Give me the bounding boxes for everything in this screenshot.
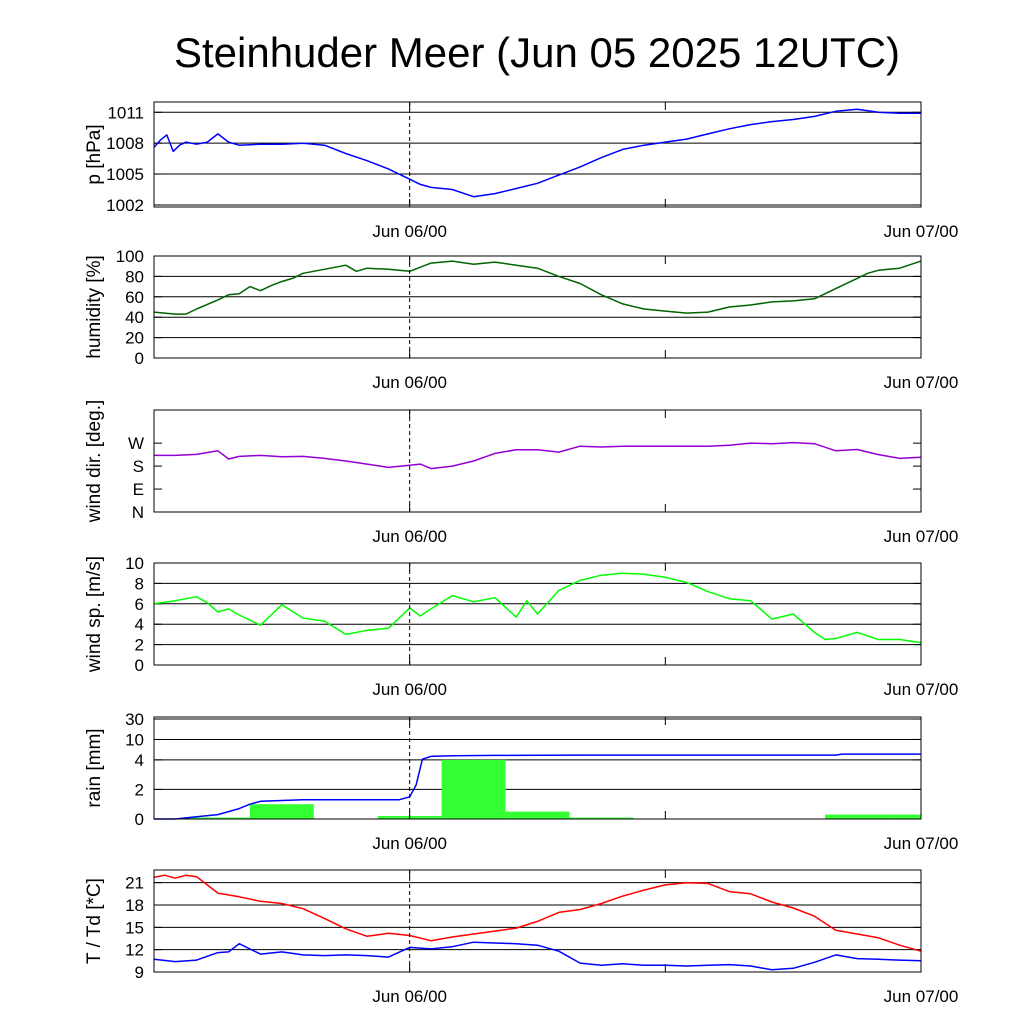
y-tick-label: 1011 <box>107 103 144 122</box>
x-tick-label: Jun 06/00 <box>372 222 447 241</box>
rain-bar <box>889 814 921 819</box>
y-tick-label: 40 <box>125 308 144 327</box>
y-tick-label: 18 <box>125 896 144 915</box>
y-tick-label: 21 <box>125 874 144 893</box>
temperature-series-line-1 <box>153 874 922 952</box>
chart-title: Steinhuder Meer (Jun 05 2025 12UTC) <box>174 29 900 76</box>
x-tick-label: Jun 07/00 <box>884 680 959 699</box>
wind-speed-series-line-1 <box>153 572 922 644</box>
y-tick-label: 8 <box>135 574 144 593</box>
x-tick-label: Jun 06/00 <box>372 680 447 699</box>
pressure-panel: 1002 1005 1008 1011 Jun 06/00 Jun 07/00 p [hPa… <box>84 101 959 241</box>
x-tick-label: Jun 07/00 <box>884 222 959 241</box>
plot-frame <box>153 869 922 973</box>
x-tick-label: Jun 07/00 <box>884 834 959 853</box>
y-tick-label: N <box>132 503 144 522</box>
rain-series-line-1 <box>154 753 921 820</box>
x-tick-label: Jun 06/00 <box>372 987 447 1006</box>
plot-frame <box>153 101 922 208</box>
y-tick-label: 0 <box>135 810 144 829</box>
y-tick-label: 15 <box>125 918 144 937</box>
plot-frame <box>153 255 922 359</box>
y-tick-label: 0 <box>135 656 144 675</box>
y-tick-label: 20 <box>125 329 144 348</box>
y-tick-label: S <box>133 457 144 476</box>
y-tick-label: 9 <box>135 963 144 982</box>
y-tick-label: 60 <box>125 288 144 307</box>
x-tick-label: Jun 06/00 <box>372 834 447 853</box>
rain-bar <box>441 759 506 819</box>
y-tick-label: 4 <box>135 615 144 634</box>
y-tick-label: E <box>133 480 144 499</box>
y-tick-label: 6 <box>135 595 144 614</box>
x-tick-label: Jun 06/00 <box>372 527 447 546</box>
plot-frame <box>153 562 922 666</box>
humidity-series-line-1 <box>153 260 922 315</box>
y-axis-label: humidity [%] <box>84 255 105 358</box>
y-tick-label: 10 <box>125 730 144 749</box>
y-tick-label: 4 <box>135 751 144 770</box>
y-tick-label: 1005 <box>106 165 144 184</box>
pressure-series-line-1 <box>153 108 921 198</box>
rain-bar <box>249 804 314 819</box>
plot-frame <box>153 716 922 820</box>
y-axis-label: rain [mm] <box>84 728 105 807</box>
y-axis-label: wind sp. [m/s] <box>84 556 105 673</box>
y-tick-label: 10 <box>125 554 144 573</box>
temperature-panel: 9 12 15 18 21 Jun 06/00 Jun 07/00 T / Td [*C] <box>84 869 959 1006</box>
y-tick-label: 100 <box>116 247 144 266</box>
x-tick-label: Jun 07/00 <box>884 527 959 546</box>
y-tick-label: 80 <box>125 267 144 286</box>
y-tick-label: 2 <box>135 780 144 799</box>
y-tick-label: 30 <box>125 710 144 729</box>
y-axis-label: p [hPa] <box>84 124 105 184</box>
y-tick-label: 12 <box>125 941 144 960</box>
y-tick-label: 1002 <box>106 196 144 215</box>
y-tick-label: W <box>128 434 144 453</box>
rain-bar <box>569 817 634 819</box>
x-tick-label: Jun 07/00 <box>884 373 959 392</box>
y-axis-label: wind dir. [deg.] <box>84 400 105 524</box>
temperature-series-line-2 <box>153 941 922 971</box>
y-tick-label: 1008 <box>106 134 144 153</box>
x-tick-label: Jun 07/00 <box>884 987 959 1006</box>
rain-bar <box>505 811 570 819</box>
rain-bar <box>185 817 250 819</box>
wind-speed-panel: 02 46 810 Jun 06/00 Jun 07/00 wind sp. [m/s] <box>84 554 958 699</box>
y-axis-label: T / Td [*C] <box>84 878 105 964</box>
plot-frame <box>153 409 922 513</box>
rain-bar <box>825 814 890 819</box>
y-tick-label: 2 <box>135 636 144 655</box>
wind-direction-series-line-1 <box>154 441 922 470</box>
y-tick-label: 0 <box>135 349 144 368</box>
x-tick-label: Jun 06/00 <box>372 373 447 392</box>
